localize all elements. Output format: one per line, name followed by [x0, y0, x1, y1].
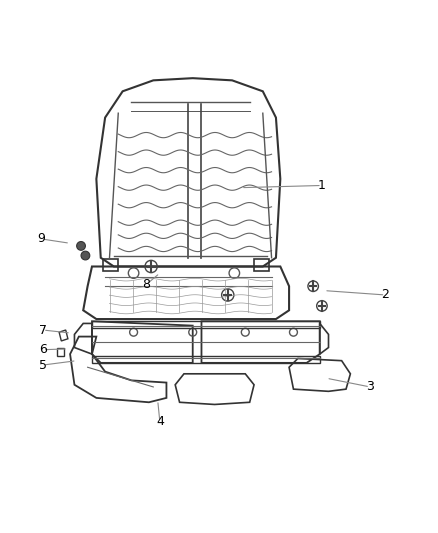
Text: 7: 7 [39, 324, 47, 336]
Text: 8: 8 [142, 278, 150, 292]
Text: 3: 3 [366, 381, 374, 393]
Text: 1: 1 [318, 179, 326, 192]
Circle shape [77, 241, 85, 251]
Text: 6: 6 [39, 343, 47, 356]
Text: 5: 5 [39, 359, 47, 372]
Text: 4: 4 [156, 416, 164, 429]
Bar [254, 259, 269, 271]
Text: 2: 2 [381, 288, 389, 302]
Bar [103, 259, 118, 271]
Circle shape [81, 251, 90, 260]
Text: 9: 9 [37, 232, 45, 245]
